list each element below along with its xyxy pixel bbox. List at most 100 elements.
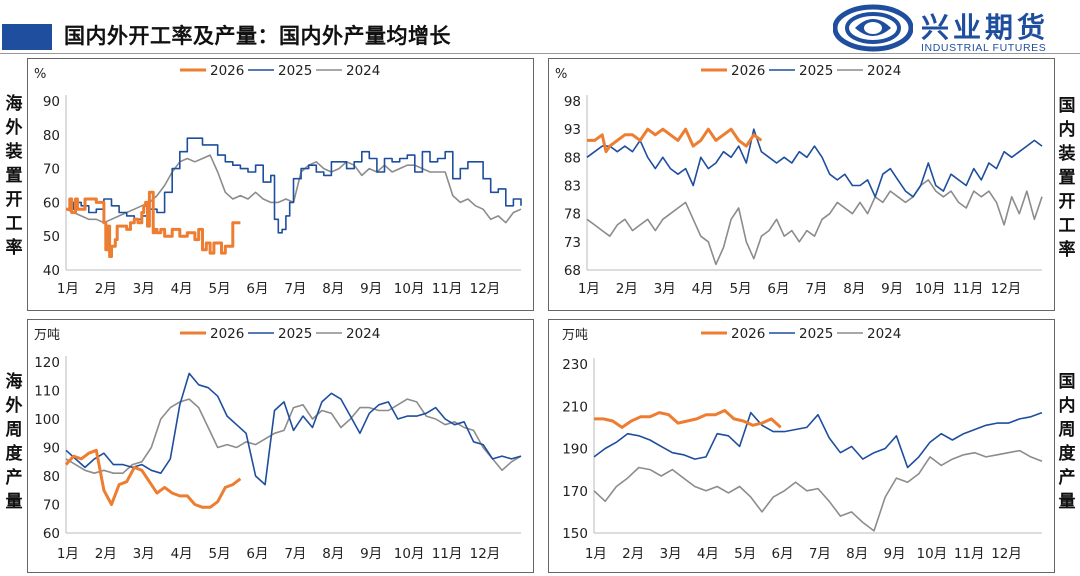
brand-emblem-icon bbox=[832, 4, 914, 52]
y-tick-label: 150 bbox=[562, 526, 588, 542]
side-label-char: 海 bbox=[5, 94, 23, 114]
x-tick-label: 7月 bbox=[284, 281, 306, 297]
series-line-2024 bbox=[593, 449, 1043, 532]
y-tick-label: 170 bbox=[562, 484, 588, 500]
side-label-char: 周 bbox=[1058, 420, 1076, 440]
side-label-char: 开 bbox=[1058, 192, 1076, 212]
legend-label-2026: 2026 bbox=[731, 326, 765, 342]
side-label-char: 国 bbox=[1058, 96, 1076, 116]
x-tick-label: 9月 bbox=[360, 281, 382, 297]
side-label-char: 产 bbox=[1058, 468, 1076, 488]
x-tick-label: 11月 bbox=[953, 281, 984, 297]
y-tick-label: 80 bbox=[43, 469, 60, 485]
header-accent-bar bbox=[2, 24, 52, 50]
x-tick-label: 6月 bbox=[246, 546, 268, 562]
x-tick-label: 1月 bbox=[585, 546, 607, 562]
side-label-char: 量 bbox=[1058, 492, 1076, 512]
x-tick-label: 5月 bbox=[209, 281, 231, 297]
x-tick-label: 4月 bbox=[697, 546, 719, 562]
side-label-char: 量 bbox=[5, 492, 23, 512]
y-tick-label: 78 bbox=[564, 207, 581, 223]
y-tick-label: 60 bbox=[43, 526, 60, 542]
x-tick-label: 10月 bbox=[394, 281, 425, 297]
x-tick-label: 4月 bbox=[692, 281, 714, 297]
side-label-char: 开 bbox=[5, 190, 23, 210]
x-tick-label: 4月 bbox=[171, 281, 193, 297]
side-label-char: 产 bbox=[5, 468, 23, 488]
y-tick-label: 210 bbox=[562, 399, 588, 415]
y-unit-label: % bbox=[34, 67, 46, 82]
side-label-char: 工 bbox=[1058, 216, 1076, 236]
x-tick-label: 5月 bbox=[734, 546, 756, 562]
x-tick-label: 8月 bbox=[322, 546, 344, 562]
side-label-char: 周 bbox=[5, 420, 23, 440]
y-tick-label: 70 bbox=[43, 498, 60, 514]
side-label-char: 率 bbox=[1058, 240, 1076, 260]
legend-label-2026: 2026 bbox=[210, 63, 244, 79]
y-tick-label: 230 bbox=[562, 357, 588, 373]
series-line-2026 bbox=[66, 190, 241, 258]
y-tick-label: 60 bbox=[43, 195, 60, 211]
y-tick-label: 100 bbox=[34, 412, 60, 428]
y-tick-label: 68 bbox=[564, 263, 581, 279]
x-tick-label: 6月 bbox=[771, 546, 793, 562]
x-tick-label: 2月 bbox=[616, 281, 638, 297]
y-unit-label: 万吨 bbox=[562, 328, 588, 343]
x-tick-label: 12月 bbox=[991, 281, 1022, 297]
x-tick-label: 8月 bbox=[322, 281, 344, 297]
chart-domestic-weekly-output: 万吨 150 170 190 210 230 1月 2月 3月 4月 5月 6月 7月 8月 9月 10月 11… bbox=[562, 326, 1043, 562]
y-tick-label: 73 bbox=[564, 235, 581, 251]
x-tick-label: 10月 bbox=[915, 281, 946, 297]
legend-label-2025: 2025 bbox=[799, 326, 833, 342]
side-label-char: 内 bbox=[1058, 120, 1076, 140]
x-tick-label: 4月 bbox=[171, 546, 193, 562]
chart-panel-overseas-weekly-output: 万吨 60 70 80 90 100 110 120 1月 2月 3月 4月 5月 6月 7月 8月 9月 10月… bbox=[27, 319, 534, 573]
series-line-2025 bbox=[593, 411, 1043, 469]
brand-name-en: INDUSTRIAL FUTURES bbox=[921, 42, 1047, 54]
series-line-2024 bbox=[65, 398, 522, 474]
side-label-char: 置 bbox=[5, 166, 23, 186]
x-tick-label: 9月 bbox=[360, 546, 382, 562]
x-tick-label: 6月 bbox=[767, 281, 789, 297]
side-label-char: 外 bbox=[5, 396, 23, 416]
x-tick-label: 2月 bbox=[622, 546, 644, 562]
y-tick-label: 40 bbox=[43, 263, 60, 279]
x-tick-label: 11月 bbox=[954, 546, 985, 562]
y-unit-label: % bbox=[555, 67, 567, 82]
y-tick-label: 80 bbox=[43, 128, 60, 144]
header-divider bbox=[0, 53, 1080, 54]
chart-domestic-operating-rate: % 68 73 78 83 88 93 98 1月 2月 3月 4月 5月 6月 7月 8月 9月 10月 11月 1… bbox=[555, 63, 1043, 297]
side-label-top-right: 国内装置开工率 bbox=[1055, 94, 1079, 262]
x-tick-label: 2月 bbox=[95, 546, 117, 562]
x-tick-label: 7月 bbox=[805, 281, 827, 297]
y-tick-label: 190 bbox=[562, 442, 588, 458]
legend-label-2026: 2026 bbox=[731, 63, 765, 79]
series-line-2025 bbox=[66, 137, 522, 234]
x-tick-label: 1月 bbox=[578, 281, 600, 297]
x-tick-label: 3月 bbox=[133, 281, 155, 297]
x-tick-label: 7月 bbox=[809, 546, 831, 562]
brand-logo: 兴业期货 INDUSTRIAL FUTURES bbox=[832, 4, 1078, 54]
legend-label-2025: 2025 bbox=[278, 63, 312, 79]
legend-label-2026: 2026 bbox=[210, 326, 244, 342]
side-label-char: 外 bbox=[5, 118, 23, 138]
series-line-2026 bbox=[594, 409, 782, 429]
y-tick-label: 93 bbox=[564, 122, 581, 138]
y-tick-label: 88 bbox=[564, 150, 581, 166]
x-tick-label: 5月 bbox=[730, 281, 752, 297]
y-tick-label: 98 bbox=[564, 94, 581, 110]
y-tick-label: 120 bbox=[34, 355, 60, 371]
x-tick-label: 8月 bbox=[843, 281, 865, 297]
legend-label-2024: 2024 bbox=[867, 63, 901, 79]
x-tick-label: 5月 bbox=[209, 546, 231, 562]
series-line-2025 bbox=[65, 372, 522, 486]
x-tick-label: 7月 bbox=[284, 546, 306, 562]
side-label-char: 装 bbox=[1058, 144, 1076, 164]
side-label-char: 置 bbox=[1058, 168, 1076, 188]
x-tick-label: 9月 bbox=[881, 281, 903, 297]
side-label-char: 度 bbox=[5, 444, 23, 464]
side-label-char: 率 bbox=[5, 238, 23, 258]
x-tick-label: 3月 bbox=[654, 281, 676, 297]
legend-label-2025: 2025 bbox=[278, 326, 312, 342]
x-tick-label: 11月 bbox=[432, 546, 463, 562]
